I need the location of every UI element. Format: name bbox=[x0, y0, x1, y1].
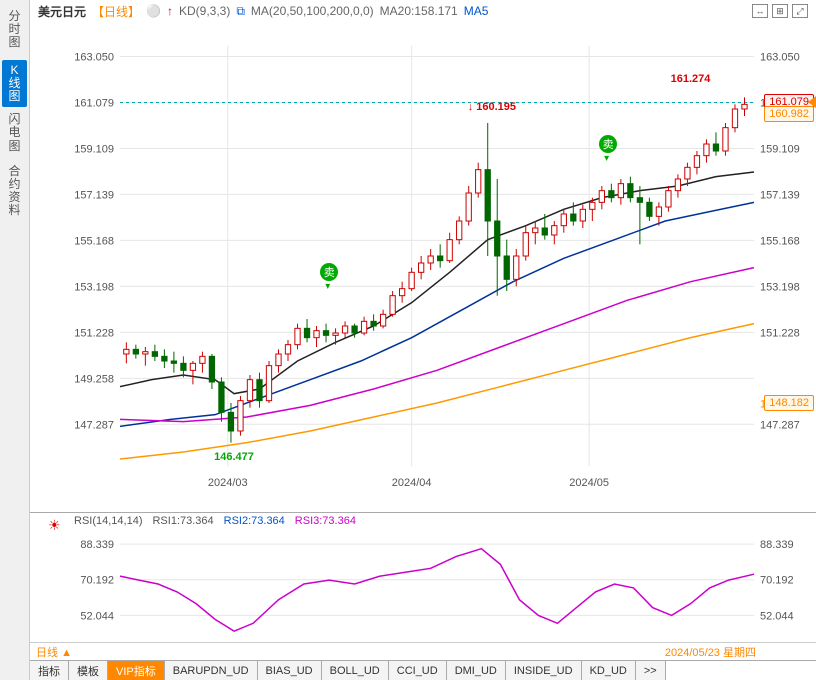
sidebar-item-2[interactable]: 闪 电 图 bbox=[0, 109, 29, 157]
svg-text:155.168: 155.168 bbox=[760, 235, 800, 247]
ma-config-label: MA(20,50,100,200,0,0) bbox=[251, 4, 374, 18]
svg-text:153.198: 153.198 bbox=[760, 281, 800, 293]
timeframe-label: 【日线】 bbox=[92, 3, 140, 20]
svg-text:161.079: 161.079 bbox=[74, 97, 114, 109]
toggle-icon[interactable]: ⚪ bbox=[146, 4, 161, 18]
svg-text:157.139: 157.139 bbox=[74, 189, 114, 201]
svg-text:163.050: 163.050 bbox=[74, 52, 114, 64]
price-annotation: ↓ 160.195 bbox=[468, 101, 516, 113]
rsi-header-3: RSI3:73.364 bbox=[295, 515, 356, 527]
svg-text:155.168: 155.168 bbox=[74, 235, 114, 247]
main: 美元日元 【日线】 ⚪ ↑ KD(9,3,3) ⧉ MA(20,50,100,2… bbox=[30, 0, 816, 680]
tab-INSIDE_UD[interactable]: INSIDE_UD bbox=[506, 661, 582, 680]
tab->>[interactable]: >> bbox=[636, 661, 666, 680]
svg-text:153.198: 153.198 bbox=[74, 281, 114, 293]
header-tools: ↔ ⊞ ⤢ bbox=[752, 4, 808, 18]
footer-date: 2024/05/23 星期四 bbox=[665, 644, 756, 660]
tab-指标[interactable]: 指标 bbox=[30, 661, 69, 680]
footer-row: 日线 ▲ 2024/05/23 星期四 bbox=[30, 642, 816, 660]
tab-KD_UD[interactable]: KD_UD bbox=[582, 661, 636, 680]
ma20-value: MA20:158.171 bbox=[380, 4, 458, 18]
svg-text:70.192: 70.192 bbox=[760, 575, 794, 587]
svg-text:2024/03: 2024/03 bbox=[208, 477, 248, 489]
sun-icon: ☀ bbox=[48, 517, 61, 534]
timeframe-link[interactable]: 日线 ▲ bbox=[30, 644, 78, 660]
tab-VIP指标[interactable]: VIP指标 bbox=[108, 661, 165, 680]
svg-text:2024/05: 2024/05 bbox=[569, 477, 609, 489]
symbol-title: 美元日元 bbox=[38, 3, 86, 20]
svg-text:151.228: 151.228 bbox=[760, 327, 800, 339]
svg-text:149.258: 149.258 bbox=[74, 373, 114, 385]
sidebar-item-3[interactable]: 合 约 资 料 bbox=[0, 161, 29, 222]
svg-text:151.228: 151.228 bbox=[74, 327, 114, 339]
tab-DMI_UD[interactable]: DMI_UD bbox=[447, 661, 506, 680]
rsi-header-1: RSI1:73.364 bbox=[152, 515, 213, 527]
app-root: 分 时 图 K 线 图闪 电 图合 约 资 料 美元日元 【日线】 ⚪ ↑ KD(… bbox=[0, 0, 816, 680]
rsi-header-0: RSI(14,14,14) bbox=[74, 515, 142, 527]
svg-text:52.044: 52.044 bbox=[80, 610, 114, 622]
header-tool-1[interactable]: ⊞ bbox=[772, 4, 788, 18]
svg-text:88.339: 88.339 bbox=[760, 539, 794, 551]
kd-label: KD(9,3,3) bbox=[179, 4, 230, 18]
price-annotation: 161.274 bbox=[671, 73, 711, 85]
svg-text:159.109: 159.109 bbox=[760, 143, 800, 155]
svg-text:147.287: 147.287 bbox=[760, 419, 800, 431]
svg-text:2024/04: 2024/04 bbox=[392, 477, 432, 489]
header: 美元日元 【日线】 ⚪ ↑ KD(9,3,3) ⧉ MA(20,50,100,2… bbox=[30, 0, 816, 22]
tab-模板[interactable]: 模板 bbox=[69, 661, 108, 680]
header-tool-2[interactable]: ⤢ bbox=[792, 4, 808, 18]
svg-text:52.044: 52.044 bbox=[760, 610, 794, 622]
price-chart[interactable]: 163.050 161.079 159.109 157.139 155.168 153.1… bbox=[30, 22, 816, 512]
tab-BARUPDN_UD[interactable]: BARUPDN_UD bbox=[165, 661, 258, 680]
sidebar-item-0[interactable]: 分 时 图 bbox=[0, 6, 29, 54]
svg-text:163.050: 163.050 bbox=[760, 52, 800, 64]
svg-text:70.192: 70.192 bbox=[80, 575, 114, 587]
ma5-label: MA5 bbox=[464, 4, 489, 18]
tab-BIAS_UD[interactable]: BIAS_UD bbox=[258, 661, 322, 680]
header-tool-0[interactable]: ↔ bbox=[752, 4, 768, 18]
tabbar: 指标模板VIP指标BARUPDN_UDBIAS_UDBOLL_UDCCI_UDD… bbox=[30, 660, 816, 680]
svg-text:159.109: 159.109 bbox=[74, 143, 114, 155]
rsi-header-2: RSI2:73.364 bbox=[224, 515, 285, 527]
tab-CCI_UD[interactable]: CCI_UD bbox=[389, 661, 447, 680]
svg-text:157.139: 157.139 bbox=[760, 189, 800, 201]
svg-text:147.287: 147.287 bbox=[74, 419, 114, 431]
rsi-header: RSI(14,14,14) RSI1:73.364 RSI2:73.364 RSI3:… bbox=[74, 515, 356, 527]
sidebar: 分 时 图 K 线 图闪 电 图合 约 资 料 bbox=[0, 0, 30, 680]
rsi-panel[interactable]: ☀ RSI(14,14,14)RSI1:73.364RSI2:73.364RSI… bbox=[30, 512, 816, 642]
svg-text:88.339: 88.339 bbox=[80, 539, 114, 551]
tab-BOLL_UD[interactable]: BOLL_UD bbox=[322, 661, 389, 680]
arrow-up-icon: ↑ bbox=[167, 4, 173, 18]
indicator-icon[interactable]: ⧉ bbox=[236, 4, 245, 19]
sidebar-item-1[interactable]: K 线 图 bbox=[2, 60, 27, 108]
price-tag: 160.982 bbox=[764, 106, 814, 122]
price-annotation: 146.477 bbox=[214, 451, 254, 463]
price-tag: 148.182 bbox=[764, 395, 814, 411]
